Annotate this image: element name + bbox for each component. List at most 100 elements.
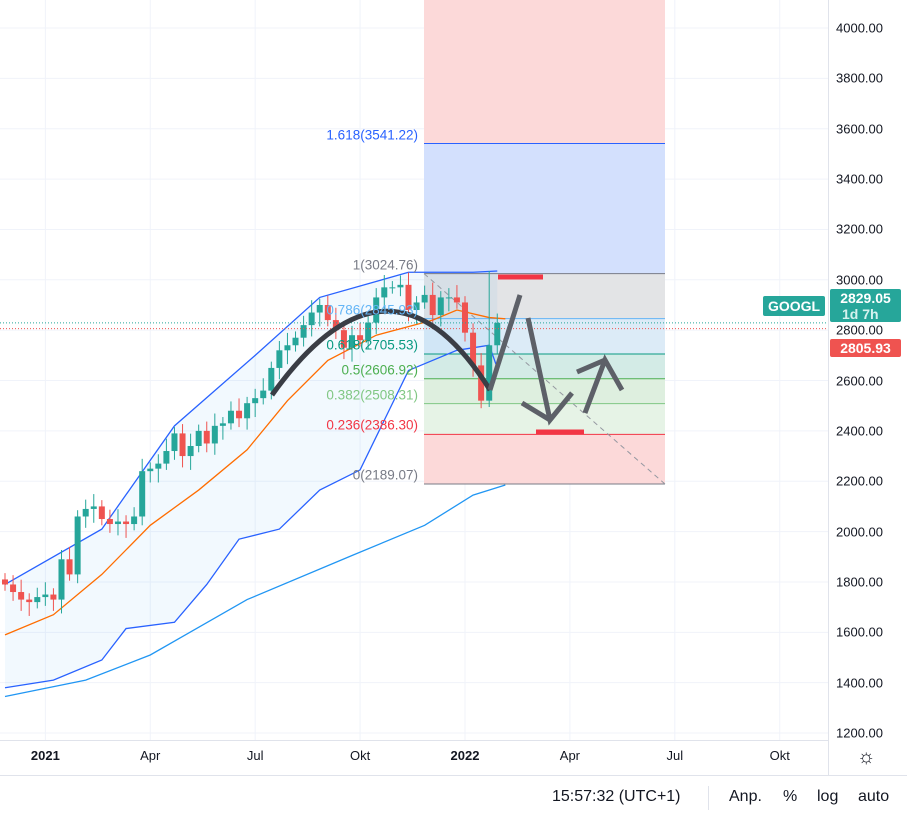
candle-body	[123, 521, 130, 525]
price-tick: 1600.00	[836, 624, 883, 640]
candle-body	[486, 345, 493, 401]
candle-body	[413, 302, 420, 311]
fib-label: 0(2189.07)	[352, 467, 418, 483]
candle-body	[332, 320, 339, 331]
time-axis-border	[0, 740, 828, 741]
candle-body	[203, 430, 210, 444]
fib-zone	[424, 434, 665, 484]
chart-canvas[interactable]	[0, 0, 828, 775]
log-scale-button[interactable]: log	[817, 788, 839, 805]
candle-body	[437, 297, 444, 316]
candle-body	[381, 287, 388, 298]
last-price: 2829.05	[840, 290, 891, 306]
price-tick: 1200.00	[836, 725, 883, 741]
drawn-arc	[269, 308, 493, 397]
price-tick: 2800.00	[836, 322, 883, 338]
candle-body	[66, 559, 73, 575]
adjust-button[interactable]: Anp.	[729, 788, 762, 805]
candle-body	[74, 516, 81, 575]
price-axis-border	[828, 0, 829, 775]
candle-body	[34, 597, 41, 603]
fib-zone	[424, 143, 665, 274]
candle-body	[211, 425, 218, 444]
bottom-toolbar: 15:57:32 (UTC+1) Anp. % log auto	[0, 775, 907, 821]
bollinger-lower	[4, 344, 498, 689]
clock[interactable]: 15:57:32 (UTC+1)	[552, 788, 681, 805]
candle-body	[131, 516, 138, 525]
price-tick: 3000.00	[836, 272, 883, 288]
candle-body	[453, 297, 460, 303]
time-tick: Apr	[559, 748, 581, 763]
candle-body	[324, 304, 331, 321]
candle-body	[365, 322, 372, 341]
candle-body	[195, 430, 202, 446]
time-tick: Jul	[666, 748, 684, 763]
drawn-arrow	[576, 357, 606, 375]
candle-body	[478, 365, 485, 401]
fib-zone	[424, 353, 665, 379]
price-tick: 3600.00	[836, 121, 883, 137]
candle-body	[98, 506, 105, 520]
candle-body	[252, 398, 259, 404]
candle-body	[316, 304, 323, 313]
auto-scale-button[interactable]: auto	[858, 788, 890, 805]
candle-body	[236, 410, 243, 419]
candle-body	[227, 410, 234, 424]
fib-label: 0.382(2508.31)	[326, 387, 418, 403]
candle-body	[284, 345, 291, 351]
price-tick: 1400.00	[836, 675, 883, 691]
price-tick: 2000.00	[836, 524, 883, 540]
candle-body	[470, 332, 477, 366]
price-tick: 3200.00	[836, 221, 883, 237]
price-tick: 2600.00	[836, 373, 883, 389]
candle-body	[106, 519, 113, 525]
percent-scale-button[interactable]: %	[783, 788, 798, 805]
candle-body	[42, 594, 49, 598]
fib-label: 0.5(2606.92)	[341, 362, 418, 378]
time-tick: Jul	[246, 748, 264, 763]
symbol-tag: GOOGL	[763, 296, 826, 316]
candle-body	[308, 312, 315, 326]
candle-body	[389, 287, 396, 289]
candle-body	[26, 599, 33, 603]
candle-body	[494, 322, 501, 346]
candle-body	[50, 594, 57, 600]
candle-body	[2, 579, 8, 585]
settings-gear-icon[interactable]: ☼	[857, 746, 876, 768]
time-tick: Apr	[140, 748, 161, 763]
fib-label: 0.618(2705.53)	[326, 337, 418, 353]
fib-label: 1(3024.76)	[352, 257, 418, 273]
prev-close-tag: 2805.93	[830, 339, 901, 357]
fib-zone	[424, 0, 665, 144]
bollinger-fill	[5, 270, 498, 688]
candle-body	[10, 584, 17, 593]
candle-body	[357, 335, 364, 341]
moving-average	[4, 484, 506, 698]
candle-body	[179, 433, 186, 457]
fib-label: 1.618(3541.22)	[326, 127, 418, 143]
divider	[708, 786, 709, 810]
candle-body	[90, 506, 97, 509]
candle-body	[147, 468, 154, 472]
price-tick: 1800.00	[836, 574, 883, 590]
candle-body	[260, 390, 267, 399]
candle-body	[461, 302, 468, 333]
price-tick: 2400.00	[836, 423, 883, 439]
candle-body	[114, 521, 121, 525]
candle-body	[421, 294, 428, 303]
candle-body	[276, 350, 283, 368]
bollinger-upper	[4, 270, 498, 586]
candle-body	[405, 284, 412, 311]
price-tick: 3400.00	[836, 171, 883, 187]
candle-body	[139, 471, 146, 517]
candle-body	[82, 508, 89, 517]
candle-body	[300, 325, 307, 338]
candle-body	[171, 433, 178, 452]
drawn-arrow	[487, 294, 523, 391]
candle-body	[163, 451, 170, 464]
drawn-arrow	[520, 400, 552, 423]
candle-body	[292, 337, 299, 346]
time-tick: Okt	[769, 748, 790, 763]
bollinger-basis	[4, 309, 506, 636]
candle-body	[18, 592, 25, 600]
